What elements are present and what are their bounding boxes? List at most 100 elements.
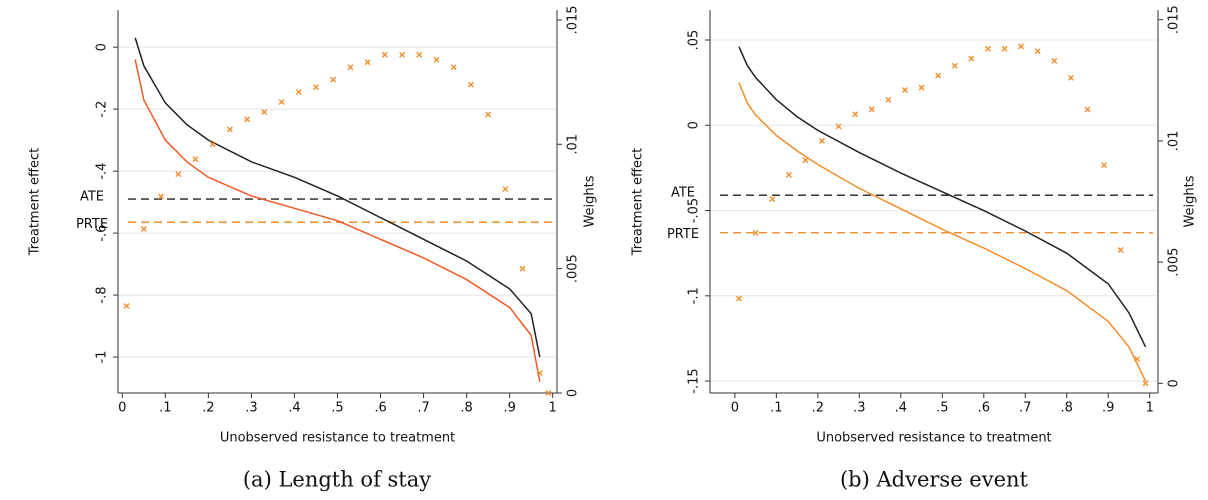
weight-point (347, 64, 354, 71)
weight-point (226, 126, 233, 133)
reference-label: PRTE (667, 227, 699, 242)
x-tick-label: .2 (202, 401, 214, 416)
weight-point (901, 86, 908, 93)
weight-point (1018, 43, 1025, 50)
weight-point (1084, 106, 1091, 113)
x-tick-label: .8 (460, 401, 472, 416)
weight-point (175, 171, 182, 178)
x-tick-label: .3 (245, 401, 257, 416)
x-tick-label: .3 (853, 401, 865, 416)
y-tick-label: -.8 (95, 287, 110, 304)
weight-point (209, 141, 216, 148)
weight-point (1134, 356, 1141, 363)
x-tick-label: .8 (1061, 401, 1073, 416)
y-tick-label: -.2 (95, 101, 110, 118)
weight-point (752, 230, 759, 237)
y-tick-label: -.1 (687, 287, 702, 304)
weight-point (736, 295, 743, 302)
weight-point (312, 84, 319, 91)
y-axis-title: Treatment effect (28, 148, 43, 256)
x-tick-label: .5 (331, 401, 343, 416)
weight-point (835, 123, 842, 130)
x-tick-label: .4 (288, 401, 300, 416)
weight-point (968, 55, 975, 62)
weight-point (1001, 45, 1008, 52)
x-axis-title: Unobserved resistance to treatment (220, 431, 455, 446)
x-axis-title: Unobserved resistance to treatment (816, 431, 1051, 446)
y-axis-title: Treatment effect (631, 148, 646, 256)
reference-label: ATE (80, 190, 104, 205)
x-tick-label: .5 (936, 401, 948, 416)
weight-point (416, 51, 423, 58)
effect-curve (738, 82, 1147, 382)
y2-tick-label: .005 (1167, 248, 1182, 277)
y2-tick-label: 0 (566, 389, 581, 397)
effect-curve (134, 59, 541, 382)
weight-point (984, 45, 991, 52)
y-tick-label: -.4 (95, 163, 110, 180)
weight-point (1034, 48, 1041, 55)
x-tick-label: 1 (549, 401, 557, 416)
weight-point (1051, 57, 1058, 64)
x-tick-label: .9 (1102, 401, 1114, 416)
weight-point (819, 137, 825, 144)
weight-point (1117, 246, 1124, 253)
weight-point (935, 72, 942, 79)
weight-point (1142, 380, 1149, 387)
y2-tick-label: .015 (566, 5, 581, 34)
effect-curve (134, 37, 541, 358)
x-tick-label: .6 (374, 401, 386, 416)
y-tick-label: -.6 (95, 225, 110, 242)
x-tick-label: .7 (417, 401, 429, 416)
weight-point (536, 370, 543, 377)
reference-label: ATE (671, 186, 695, 201)
weight-point (852, 111, 859, 118)
y2-tick-label: .005 (566, 254, 581, 283)
weight-point (918, 84, 925, 91)
weight-point (885, 96, 892, 103)
weight-point (295, 89, 302, 96)
weight-point (802, 157, 809, 164)
caption: (a) Length of stay (243, 468, 431, 492)
y2-tick-label: 0 (1167, 379, 1182, 387)
weight-point (140, 225, 147, 232)
y2-tick-label: .015 (1167, 5, 1182, 34)
weight-point (278, 99, 285, 106)
weight-point (785, 171, 792, 178)
weight-point (158, 193, 165, 200)
x-tick-label: 0 (731, 401, 739, 416)
y2-axis-title: Weights (1183, 175, 1198, 227)
weight-point (545, 390, 552, 396)
caption: (b) Adverse event (840, 468, 1029, 492)
weight-point (502, 186, 509, 193)
weight-point (330, 76, 337, 83)
x-tick-label: .6 (978, 401, 990, 416)
x-tick-label: .1 (159, 401, 171, 416)
x-tick-label: 1 (1146, 401, 1154, 416)
y2-tick-label: .01 (1167, 131, 1182, 152)
weight-point (244, 116, 251, 123)
y-tick-label: -1 (95, 351, 110, 364)
x-tick-label: .1 (770, 401, 782, 416)
y-tick-label: 0 (95, 43, 110, 51)
weight-point (519, 265, 526, 272)
weight-point (450, 64, 457, 71)
x-tick-label: .7 (1019, 401, 1031, 416)
weight-point (192, 156, 199, 163)
x-tick-label: .4 (895, 401, 907, 416)
y-tick-label: -.05 (687, 198, 702, 223)
weight-point (467, 81, 474, 88)
weight-point (951, 62, 958, 69)
y2-tick-label: .01 (566, 134, 581, 155)
weight-point (399, 51, 406, 58)
effect-curve (738, 46, 1147, 348)
weight-point (364, 59, 371, 66)
x-tick-label: .9 (503, 401, 515, 416)
weight-point (1067, 74, 1074, 81)
weight-point (769, 196, 776, 203)
y-tick-label: -.15 (687, 368, 702, 393)
weight-point (1101, 162, 1108, 169)
y-tick-label: 0 (687, 121, 702, 129)
x-tick-label: 0 (118, 401, 126, 416)
